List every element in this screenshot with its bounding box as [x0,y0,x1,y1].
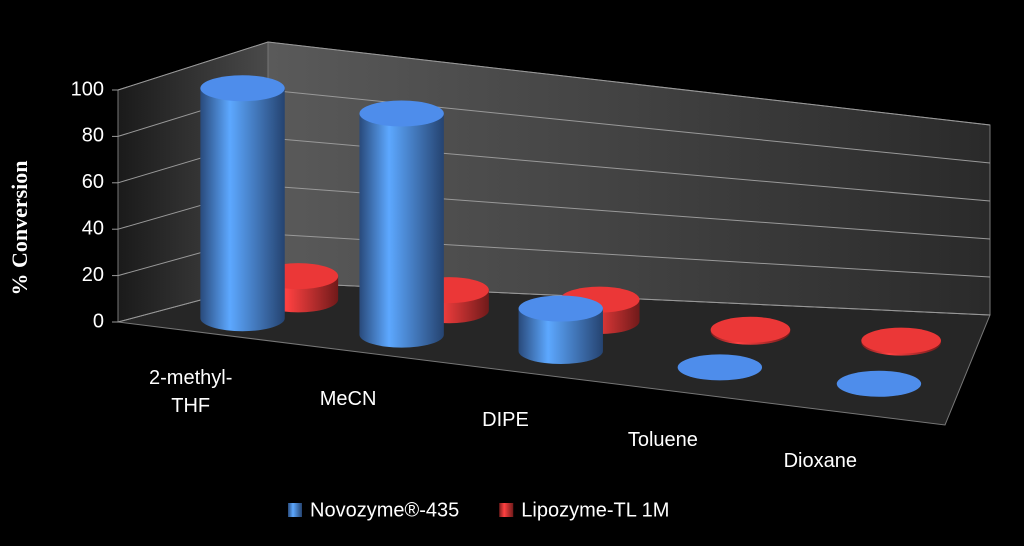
cylinder [200,75,285,332]
cylinder-top [200,75,285,102]
cylinder [518,295,603,364]
y-tick-label: 0 [93,310,104,332]
x-tick-label: MeCN [319,387,377,410]
grid-line [117,41,991,126]
legend-swatch [499,503,514,517]
cylinder-top [861,327,941,354]
x-tick-label: Toluene [627,429,698,452]
cylinder-top [677,354,763,381]
legend-swatch [288,503,302,517]
cylinder [677,354,763,381]
y-axis-title: % Conversion [7,160,32,295]
x-tick-label: 2-methyl-THF [149,367,233,418]
y-tick-label: 20 [82,264,104,286]
y-tick-label: 60 [82,171,104,193]
cylinder [861,327,941,356]
cylinder-body [518,308,603,364]
y-tick-label: 80 [82,125,104,147]
cylinder [710,316,791,345]
legend-label: Lipozyme-TL 1M [521,499,669,521]
y-tick-label: 100 [71,78,104,100]
cylinder-top [710,316,791,343]
cylinder-top [359,100,444,127]
cylinder [836,370,922,397]
cylinder-body [359,113,444,348]
y-tick-label: 40 [82,217,104,239]
cylinder [359,100,444,348]
cylinder-body [200,88,285,332]
x-tick-label: Dioxane [783,449,857,472]
cylinder-top [518,295,603,322]
cylinder-top [836,370,922,397]
x-tick-label: DIPE [482,408,529,431]
legend-label: Novozyme®-435 [310,499,459,521]
